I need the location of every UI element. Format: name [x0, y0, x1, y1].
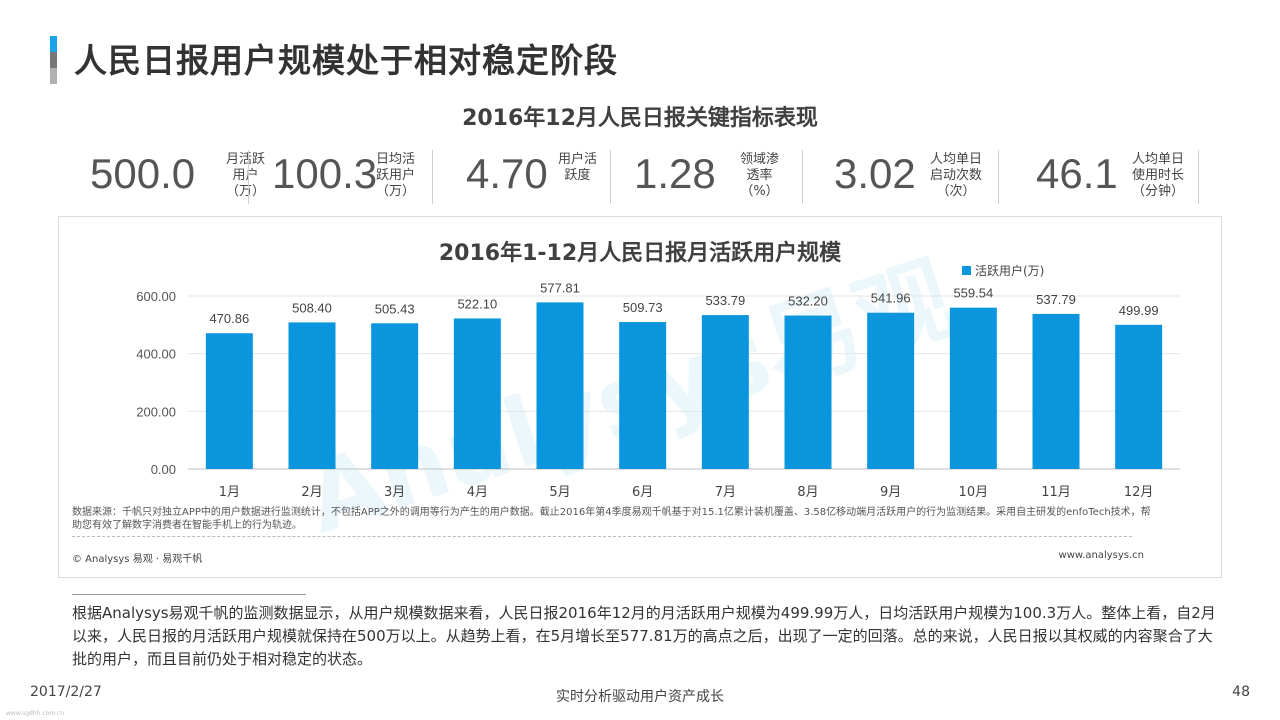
kpi-row: 500.0 月活跃 用户 （万） 100.3 日均活 跃用户 （万） 4.70 … — [60, 146, 1220, 206]
kpi-label: 用户活 跃度 — [558, 152, 598, 183]
kpi-value: 4.70 — [466, 150, 548, 197]
summary-divider — [72, 594, 306, 595]
y-tick-label: 400.00 — [136, 347, 176, 362]
chart-source-note: 数据来源：千帆只对独立APP中的用户数据进行监测统计，不包括APP之外的调用等行… — [72, 507, 1151, 531]
title-accent-segment-lightgray — [50, 68, 57, 84]
x-tick-label: 11月 — [1041, 485, 1071, 500]
bar — [1115, 324, 1163, 469]
x-tick-label: 10月 — [959, 485, 989, 500]
kpi-value: 1.28 — [634, 150, 716, 197]
x-tick-label: 6月 — [632, 485, 653, 500]
chart-site-url: www.analysys.cn — [1058, 550, 1144, 561]
x-tick-label: 2月 — [301, 485, 322, 500]
bar — [784, 315, 832, 469]
kpi-value: 3.02 — [834, 150, 916, 197]
kpi-heading: 2016年12月人民日报关键指标表现 — [462, 106, 818, 131]
chart-copyright: © Analysys 易观 · 易观千帆 — [72, 554, 203, 565]
kpi-divider — [432, 150, 433, 204]
note-divider — [72, 536, 1132, 537]
kpi-value: 100.3 — [272, 150, 378, 197]
legend-swatch — [962, 266, 971, 275]
x-tick-label: 4月 — [467, 485, 488, 500]
summary-text: 根据Analysys易观千帆的监测数据显示，从用户规模数据来看，人民日报2016… — [72, 604, 1216, 668]
bar — [701, 315, 749, 469]
kpi-divider — [248, 150, 249, 204]
bar-value-label: 533.79 — [705, 293, 745, 308]
footer-date: 2017/2/27 — [30, 684, 102, 700]
bar-value-label: 541.96 — [871, 291, 911, 306]
y-tick-label: 200.00 — [136, 404, 176, 419]
bar — [205, 333, 253, 469]
bar-value-label: 559.54 — [953, 286, 993, 301]
bar-value-label: 532.20 — [788, 294, 828, 309]
bar — [949, 307, 997, 469]
bar-value-label: 470.86 — [209, 311, 249, 326]
kpi-value: 46.1 — [1036, 150, 1118, 197]
chart-title: 2016年1-12月人民日报月活跃用户规模 — [439, 240, 842, 266]
x-tick-label: 9月 — [880, 485, 901, 500]
x-tick-label: 5月 — [549, 485, 570, 500]
bar-value-label: 509.73 — [623, 300, 663, 315]
bar-value-label: 522.10 — [457, 296, 497, 311]
kpi-value: 500.0 — [90, 150, 196, 197]
x-tick-label: 1月 — [219, 485, 240, 500]
kpi-divider — [998, 150, 999, 204]
kpi-divider — [610, 150, 611, 204]
bar — [1032, 313, 1080, 469]
x-tick-label: 7月 — [715, 485, 736, 500]
x-tick-label: 8月 — [797, 485, 818, 500]
y-tick-label: 600.00 — [136, 289, 176, 304]
title-accent-segment-blue — [50, 36, 57, 52]
bar — [867, 312, 915, 469]
footer-slogan: 实时分析驱动用户资产成长 — [556, 689, 724, 705]
bar — [619, 322, 667, 469]
page-title: 人民日报用户规模处于相对稳定阶段 — [74, 41, 618, 80]
x-tick-label: 12月 — [1124, 485, 1154, 500]
bar-value-label: 499.99 — [1119, 303, 1159, 318]
bar — [371, 323, 419, 469]
page-number: 48 — [1232, 684, 1250, 700]
kpi-label: 人均单日 使用时长 （分钟） — [1132, 152, 1185, 199]
x-tick-label: 3月 — [384, 485, 405, 500]
kpi-label: 月活跃 用户 （万） — [226, 152, 266, 199]
kpi-divider — [1198, 150, 1199, 204]
chart-panel — [58, 216, 1222, 578]
bar-value-label: 505.43 — [375, 301, 415, 316]
bar-value-label: 577.81 — [540, 280, 580, 295]
kpi-divider — [802, 150, 803, 204]
bar-value-label: 537.79 — [1036, 292, 1076, 307]
legend-label: 活跃用户(万) — [975, 263, 1044, 278]
bar-value-label: 508.40 — [292, 300, 332, 315]
title-accent-segment-gray — [50, 52, 57, 68]
kpi-label: 领域渗 透率 （%） — [740, 152, 780, 199]
kpi-label: 人均单日 启动次数 （次） — [930, 152, 983, 199]
bar — [453, 318, 501, 469]
title-accent-bar — [50, 36, 57, 84]
bar — [288, 322, 336, 469]
y-tick-label: 0.00 — [151, 462, 176, 477]
footer-tiny-url: www.sgdhh.com.cn — [6, 710, 65, 717]
kpi-label: 日均活 跃用户 （万） — [376, 152, 416, 199]
bar — [536, 302, 584, 469]
